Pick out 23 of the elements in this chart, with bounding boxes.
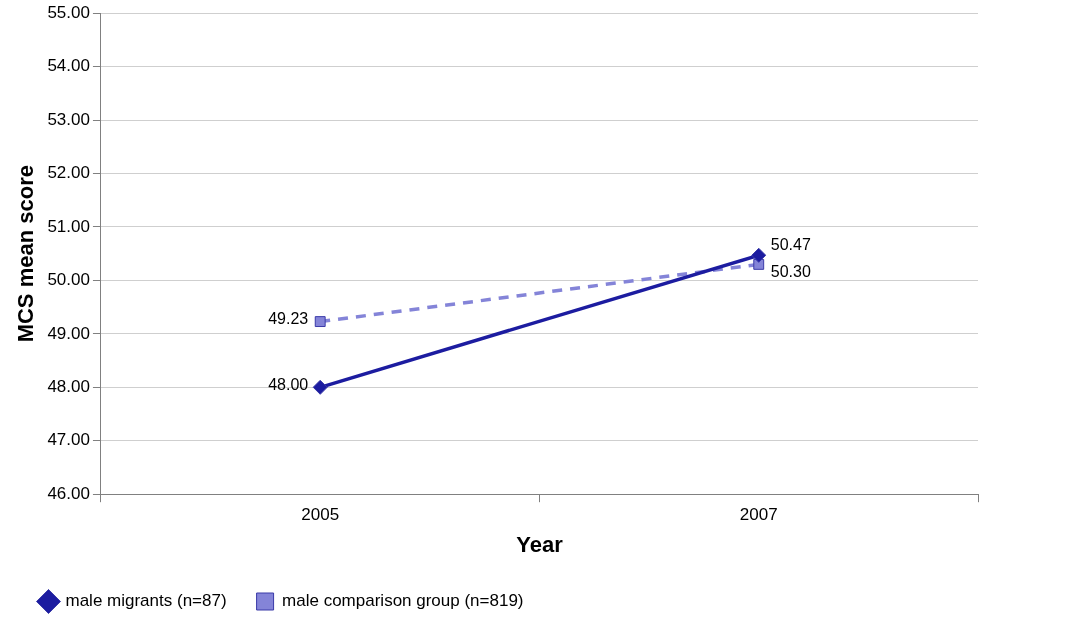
y-tick-label: 51.00 xyxy=(47,216,90,236)
y-tick-label: 54.00 xyxy=(47,56,90,76)
y-axis-title: MCS mean score xyxy=(13,165,39,343)
data-label: 48.00 xyxy=(268,375,309,393)
legend-label: male comparison group (n=819) xyxy=(282,591,524,611)
y-tick-label: 49.00 xyxy=(47,323,90,343)
x-tick-label: 2005 xyxy=(301,505,340,525)
data-label: 49.23 xyxy=(268,309,309,327)
point xyxy=(312,379,328,395)
y-tick-label: 52.00 xyxy=(47,163,90,183)
y-tick-label: 55.00 xyxy=(47,2,90,22)
y-tick-label: 53.00 xyxy=(47,109,90,129)
y-tick-label: 48.00 xyxy=(47,377,90,396)
x-axis-title: Year xyxy=(516,531,564,557)
data-label: 50.47 xyxy=(770,235,811,253)
legend-label: male migrants (n=87) xyxy=(65,591,227,611)
x-tick-label: 2007 xyxy=(739,505,778,525)
point xyxy=(314,316,326,328)
y-tick-label: 47.00 xyxy=(47,430,90,450)
data-label: 50.30 xyxy=(770,262,811,280)
y-tick-label: 46.00 xyxy=(47,483,90,503)
y-tick-label: 50.00 xyxy=(47,270,90,290)
point xyxy=(751,247,767,263)
